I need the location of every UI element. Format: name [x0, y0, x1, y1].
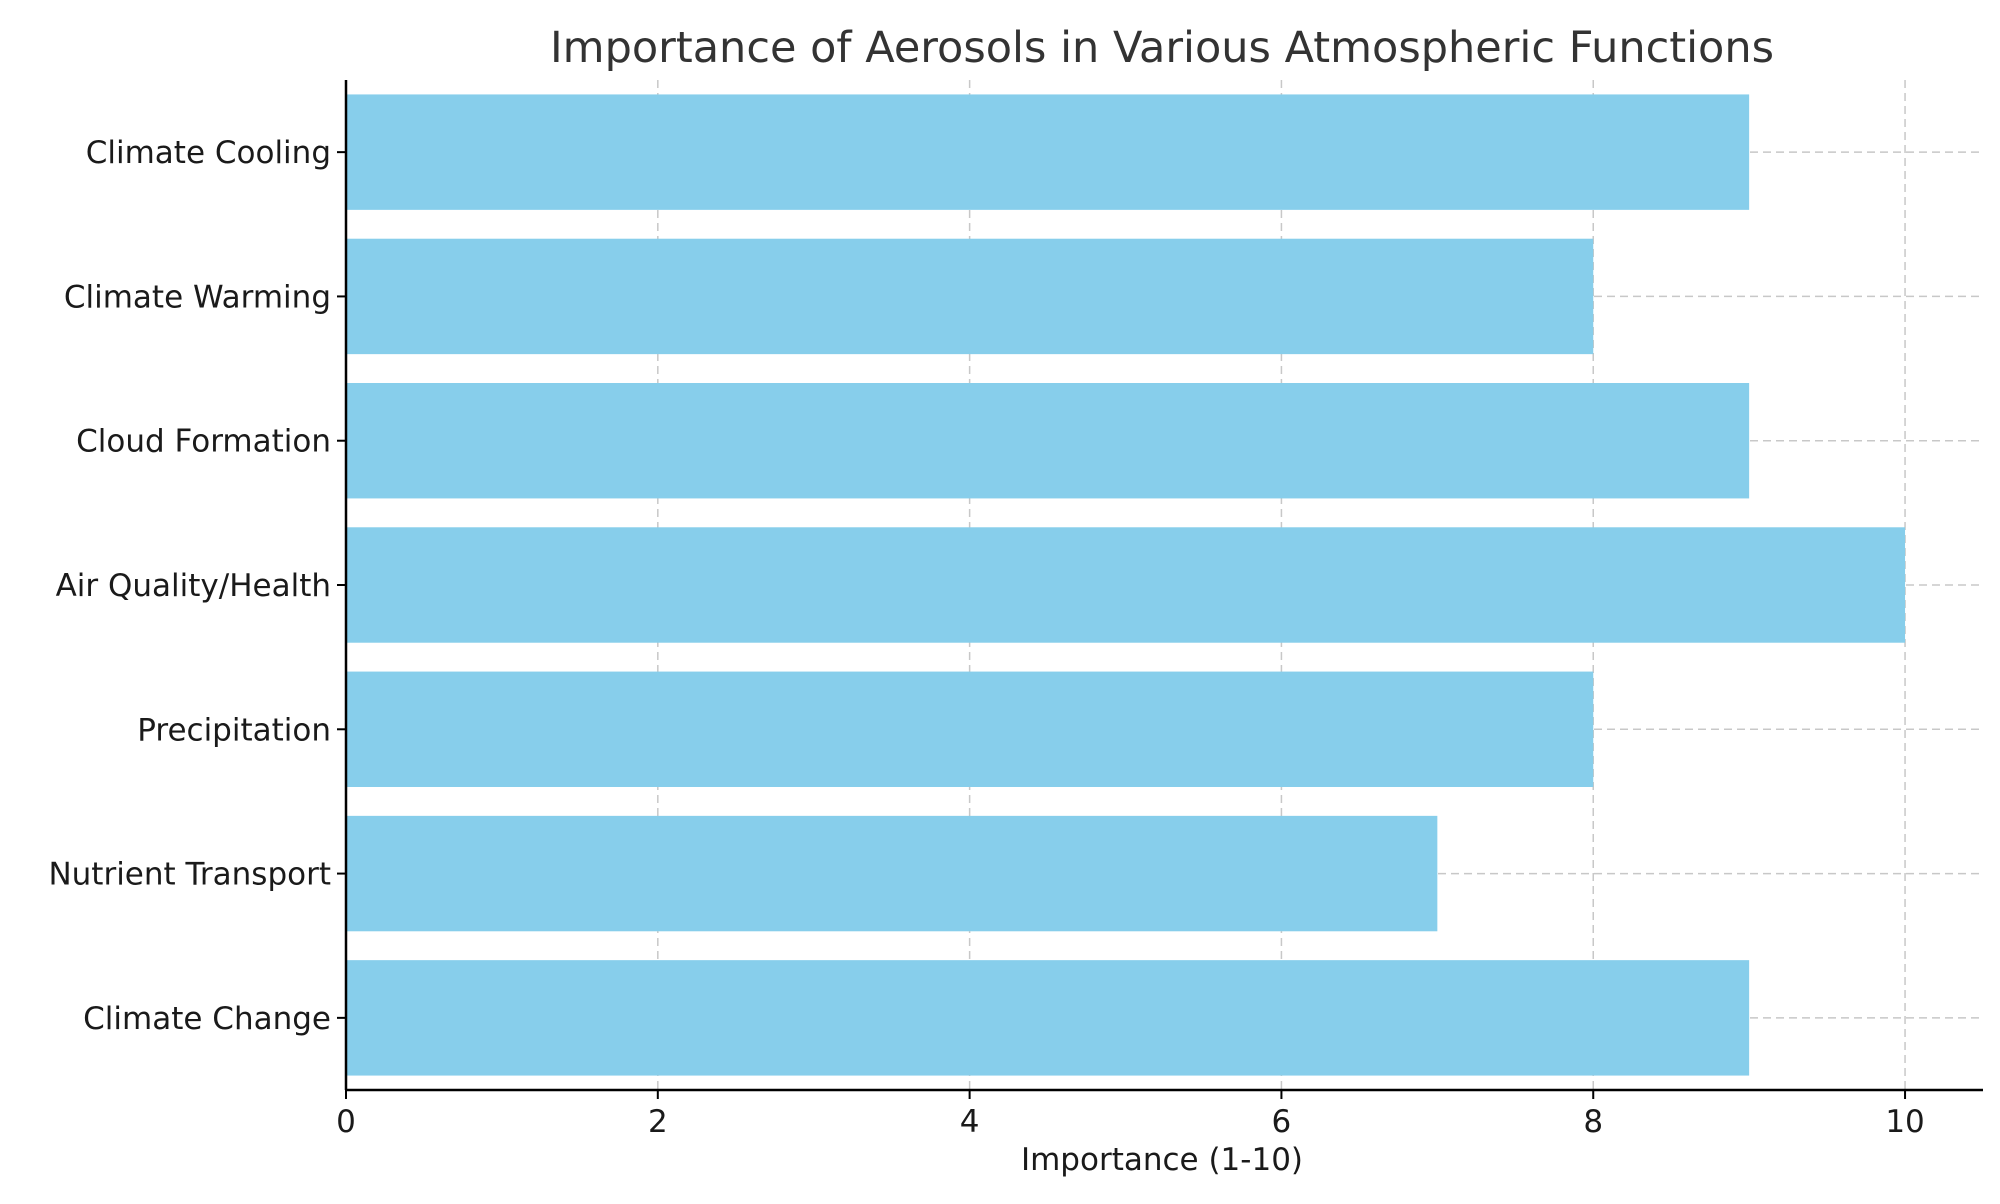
bar [346, 94, 1750, 210]
ticks-layer: 0 2 4 6 8 10 Climate Change Nutrient Transport P… [48, 135, 1924, 1140]
x-tick-label: 8 [1583, 1104, 1603, 1140]
bar [346, 527, 1906, 643]
y-tick-label: Climate Warming [64, 279, 331, 315]
y-tick-label: Air Quality/Health [56, 568, 331, 604]
y-tick-label: Cloud Formation [76, 424, 331, 460]
y-tick-label: Climate Change [83, 1001, 331, 1037]
x-tick-label: 6 [1272, 1104, 1292, 1140]
y-tick-label: Nutrient Transport [48, 857, 331, 893]
chart-title: Importance of Aerosols in Various Atmosp… [550, 23, 1774, 73]
bars-layer [346, 94, 1906, 1076]
bar [346, 383, 1750, 499]
x-axis-label: Importance (1-10) [1021, 1142, 1303, 1178]
x-tick-label: 10 [1885, 1104, 1924, 1140]
bar [346, 960, 1750, 1076]
x-tick-label: 0 [336, 1104, 356, 1140]
x-tick-label: 2 [648, 1104, 668, 1140]
x-tick-label: 4 [960, 1104, 980, 1140]
bar [346, 671, 1594, 787]
y-tick-label: Precipitation [137, 712, 331, 748]
bar [346, 815, 1438, 932]
y-tick-label: Climate Cooling [86, 135, 331, 171]
bar [346, 238, 1594, 355]
